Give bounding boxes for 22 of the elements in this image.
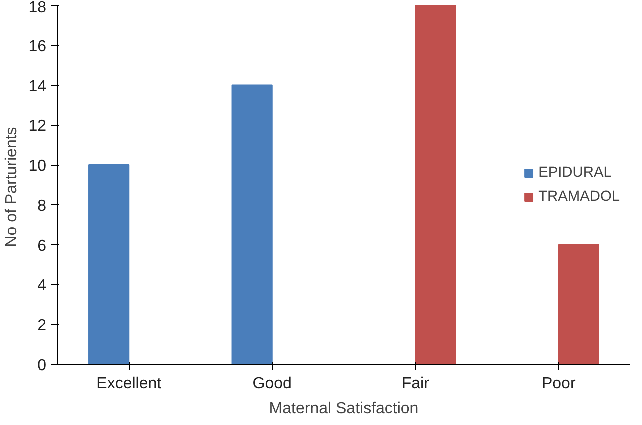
y-tick-label: 6 [38, 238, 47, 255]
y-tick-label: 18 [28, 0, 47, 16]
x-tick-label: Fair [402, 376, 430, 392]
x-axis-title: Maternal Satisfaction [269, 400, 419, 418]
bar [558, 244, 600, 364]
bar [232, 84, 273, 364]
legend-label: TRAMADOL [538, 188, 620, 204]
y-axis-title: No of Parturients [4, 127, 21, 248]
y-tick-label: 8 [38, 198, 47, 215]
y-tick-label: 2 [38, 318, 47, 335]
y-tick-label: 16 [28, 38, 47, 56]
y-tick-label: 10 [28, 158, 47, 176]
x-tick-label: Good [252, 376, 292, 392]
x-tick-label: Poor [542, 376, 576, 392]
bar [415, 6, 456, 364]
y-tick-label: 14 [28, 78, 47, 96]
legend-label: EPIDURAL [538, 164, 612, 180]
y-tick-label: 12 [28, 118, 47, 136]
y-tick-label: 4 [38, 278, 47, 295]
y-tick-label: 0 [38, 358, 47, 374]
x-tick-label: Excellent [96, 376, 162, 392]
bar [88, 164, 130, 364]
